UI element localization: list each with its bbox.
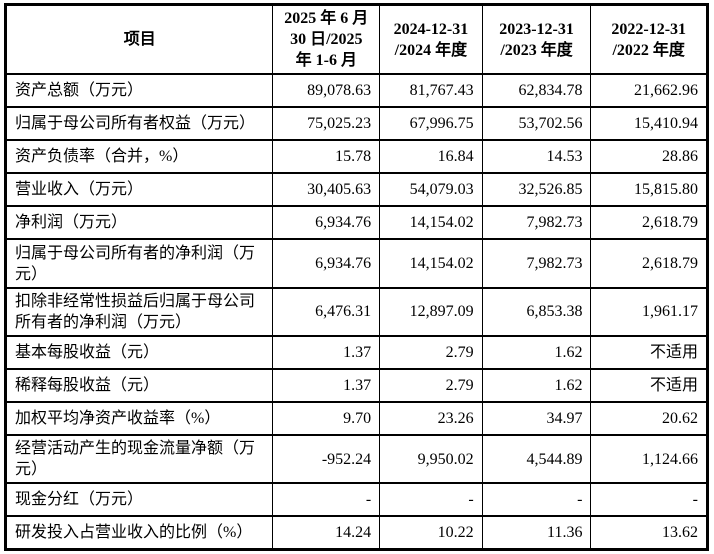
cell-value: 14,154.02 [379,238,483,289]
table-row: 现金分红（万元） - - - - [4,482,708,518]
cell-value: 34.97 [481,401,592,437]
cell-value: 89,078.63 [272,73,381,109]
cell-value: 67,996.75 [379,106,483,142]
cell-value: 9.70 [272,401,381,437]
cell-value: 不适用 [590,335,708,371]
cell-value: 13.62 [590,515,708,551]
header-item-column: 项目 [4,3,274,76]
cell-value: 1,124.66 [590,434,708,485]
cell-value: - [379,482,483,518]
cell-value: 2,618.79 [590,205,708,241]
row-label: 加权平均净资产收益率（%） [4,401,274,437]
row-label: 基本每股收益（元） [4,335,274,371]
cell-value: 1.62 [481,335,592,371]
cell-value: 1.37 [272,335,381,371]
table-row: 经营活动产生的现金流量净额（万元） -952.24 9,950.02 4,544… [4,434,708,485]
row-label: 资产负债率（合并，%） [4,139,274,175]
header-period-2025: 2025 年 6 月 30 日/2025 年 1-6 月 [272,3,381,76]
header-period-2022: 2022-12-31 /2022 年度 [590,3,708,76]
cell-value: 81,767.43 [379,73,483,109]
cell-value: 15,815.80 [590,172,708,208]
cell-value: 53,702.56 [481,106,592,142]
cell-value: 16.84 [379,139,483,175]
cell-value: - [272,482,381,518]
cell-value: 20.62 [590,401,708,437]
cell-value: - [590,482,708,518]
cell-value: 30,405.63 [272,172,381,208]
cell-value: 6,934.76 [272,238,381,289]
cell-value: 14.53 [481,139,592,175]
row-label: 资产总额（万元） [4,73,274,109]
table-row: 扣除非经常性损益后归属于母公司所有者的净利润（万元） 6,476.31 12,8… [4,286,708,338]
cell-value: 75,025.23 [272,106,381,142]
row-label: 稀释每股收益（元） [4,368,274,404]
cell-value: 1,961.17 [590,286,708,338]
cell-value: 不适用 [590,368,708,404]
row-label: 现金分红（万元） [4,482,274,518]
row-label: 归属于母公司所有者的净利润（万元） [4,238,274,289]
row-label: 研发投入占营业收入的比例（%） [4,515,274,551]
row-label: 扣除非经常性损益后归属于母公司所有者的净利润（万元） [4,286,274,338]
table-row: 稀释每股收益（元） 1.37 2.79 1.62 不适用 [4,368,708,404]
table-row: 资产总额（万元） 89,078.63 81,767.43 62,834.78 2… [4,73,708,109]
cell-value: 28.86 [590,139,708,175]
cell-value: 2,618.79 [590,238,708,289]
row-label: 营业收入（万元） [4,172,274,208]
cell-value: 1.37 [272,368,381,404]
cell-value: 10.22 [379,515,483,551]
cell-value: 1.62 [481,368,592,404]
cell-value: 15.78 [272,139,381,175]
cell-value: 11.36 [481,515,592,551]
cell-value: 14,154.02 [379,205,483,241]
cell-value: 2.79 [379,368,483,404]
header-row: 项目 2025 年 6 月 30 日/2025 年 1-6 月 2024-12-… [4,3,708,76]
cell-value: 9,950.02 [379,434,483,485]
header-period-2023: 2023-12-31 /2023 年度 [481,3,592,76]
cell-value: 54,079.03 [379,172,483,208]
cell-value: 23.26 [379,401,483,437]
cell-value: 14.24 [272,515,381,551]
table-row: 基本每股收益（元） 1.37 2.79 1.62 不适用 [4,335,708,371]
row-label: 净利润（万元） [4,205,274,241]
table-row: 研发投入占营业收入的比例（%） 14.24 10.22 11.36 13.62 [4,515,708,551]
table-row: 加权平均净资产收益率（%） 9.70 23.26 34.97 20.62 [4,401,708,437]
cell-value: 32,526.85 [481,172,592,208]
cell-value: 6,853.38 [481,286,592,338]
cell-value: 12,897.09 [379,286,483,338]
cell-value: 6,934.76 [272,205,381,241]
cell-value: 6,476.31 [272,286,381,338]
table-row: 资产负债率（合并，%） 15.78 16.84 14.53 28.86 [4,139,708,175]
table-row: 归属于母公司所有者权益（万元） 75,025.23 67,996.75 53,7… [4,106,708,142]
cell-value: 15,410.94 [590,106,708,142]
header-period-2024: 2024-12-31 /2024 年度 [379,3,483,76]
row-label: 归属于母公司所有者权益（万元） [4,106,274,142]
table-row: 营业收入（万元） 30,405.63 54,079.03 32,526.85 1… [4,172,708,208]
cell-value: -952.24 [272,434,381,485]
cell-value: 4,544.89 [481,434,592,485]
cell-value: 7,982.73 [481,238,592,289]
cell-value: 2.79 [379,335,483,371]
table-row: 归属于母公司所有者的净利润（万元） 6,934.76 14,154.02 7,9… [4,238,708,289]
row-label: 经营活动产生的现金流量净额（万元） [4,434,274,485]
cell-value: 21,662.96 [590,73,708,109]
financial-summary-table: 项目 2025 年 6 月 30 日/2025 年 1-6 月 2024-12-… [4,3,709,551]
table-row: 净利润（万元） 6,934.76 14,154.02 7,982.73 2,61… [4,205,708,241]
cell-value: 7,982.73 [481,205,592,241]
cell-value: 62,834.78 [481,73,592,109]
cell-value: - [481,482,592,518]
